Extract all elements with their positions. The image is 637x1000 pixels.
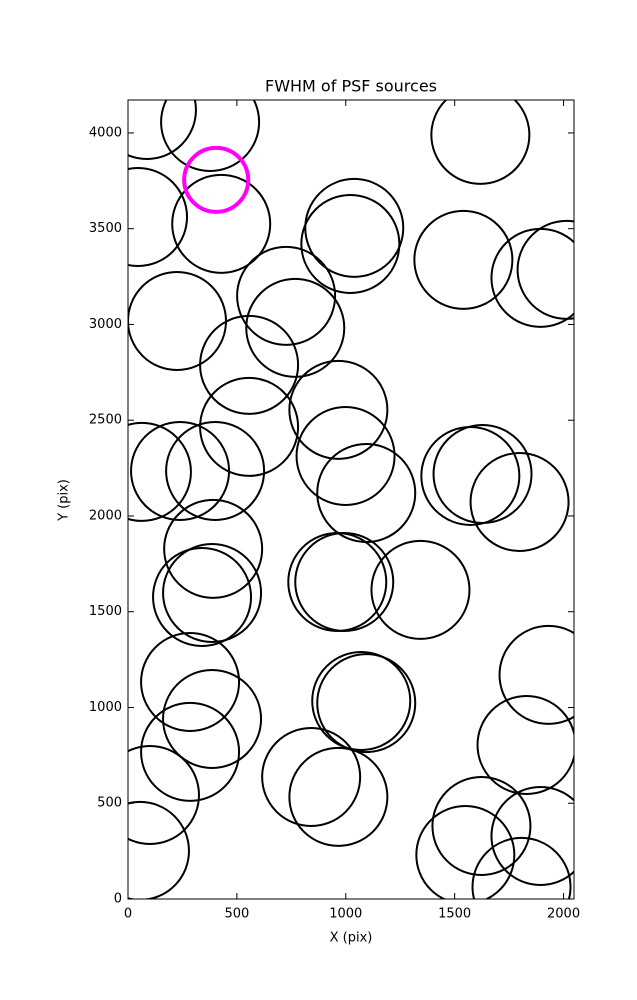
source-circle: [171, 173, 272, 274]
source-circle: [516, 219, 574, 320]
source-circle: [295, 406, 396, 507]
source-circle: [471, 836, 572, 899]
x-tick-label: 1000: [329, 907, 362, 922]
source-circle: [476, 695, 574, 796]
source-circle: [370, 539, 471, 640]
source-circle: [162, 542, 263, 643]
source-circle: [236, 245, 337, 346]
source-circle: [199, 314, 300, 415]
y-tick-label: 1500: [89, 604, 122, 619]
x-tick-label: 2000: [547, 907, 580, 922]
y-tick-label: 3000: [89, 317, 122, 332]
source-circle: [288, 746, 389, 847]
source-circle: [128, 167, 189, 268]
y-tick-label: 2000: [89, 508, 122, 523]
source-circle: [152, 546, 253, 647]
source-circle: [413, 209, 514, 310]
source-circle: [128, 745, 200, 845]
source-circle: [130, 420, 231, 521]
source-circle: [432, 424, 533, 525]
y-tick-label: 500: [97, 796, 122, 811]
source-circle: [182, 145, 251, 214]
y-tick-label: 3500: [89, 221, 122, 236]
chart-title: FWHM of PSF sources: [265, 77, 437, 96]
source-circle: [469, 451, 570, 552]
source-circle: [311, 650, 412, 751]
source-circle: [316, 653, 417, 754]
source-circle: [162, 668, 263, 769]
plot-area: [128, 100, 574, 899]
source-circle: [288, 359, 389, 460]
source-circle: [245, 277, 346, 378]
x-axis-label: X (pix): [330, 931, 373, 946]
x-tick-label: 1500: [438, 907, 471, 922]
source-circle: [165, 420, 266, 521]
source-circle: [160, 100, 261, 173]
plot-frame: [127, 99, 575, 900]
x-tick-label: 0: [124, 907, 132, 922]
source-circle: [294, 532, 395, 633]
y-tick-label: 1000: [89, 700, 122, 715]
source-circle: [415, 804, 516, 899]
source-circle: [163, 498, 264, 599]
source-circle: [300, 194, 401, 295]
source-circle: [430, 100, 531, 185]
source-circle: [128, 800, 190, 899]
source-circle: [140, 632, 241, 733]
source-circle: [431, 776, 532, 877]
source-circle: [261, 727, 362, 828]
y-tick-label: 4000: [89, 125, 122, 140]
source-circle: [498, 624, 574, 725]
source-circle: [128, 421, 192, 522]
y-tick-label: 0: [114, 892, 122, 907]
y-tick-label: 2500: [89, 413, 122, 428]
source-circle: [140, 701, 241, 802]
source-circle: [304, 177, 405, 278]
y-axis-label: Y (pix): [57, 479, 72, 522]
source-circle: [490, 786, 574, 886]
x-tick-label: 500: [224, 907, 249, 922]
source-circle: [128, 100, 197, 160]
